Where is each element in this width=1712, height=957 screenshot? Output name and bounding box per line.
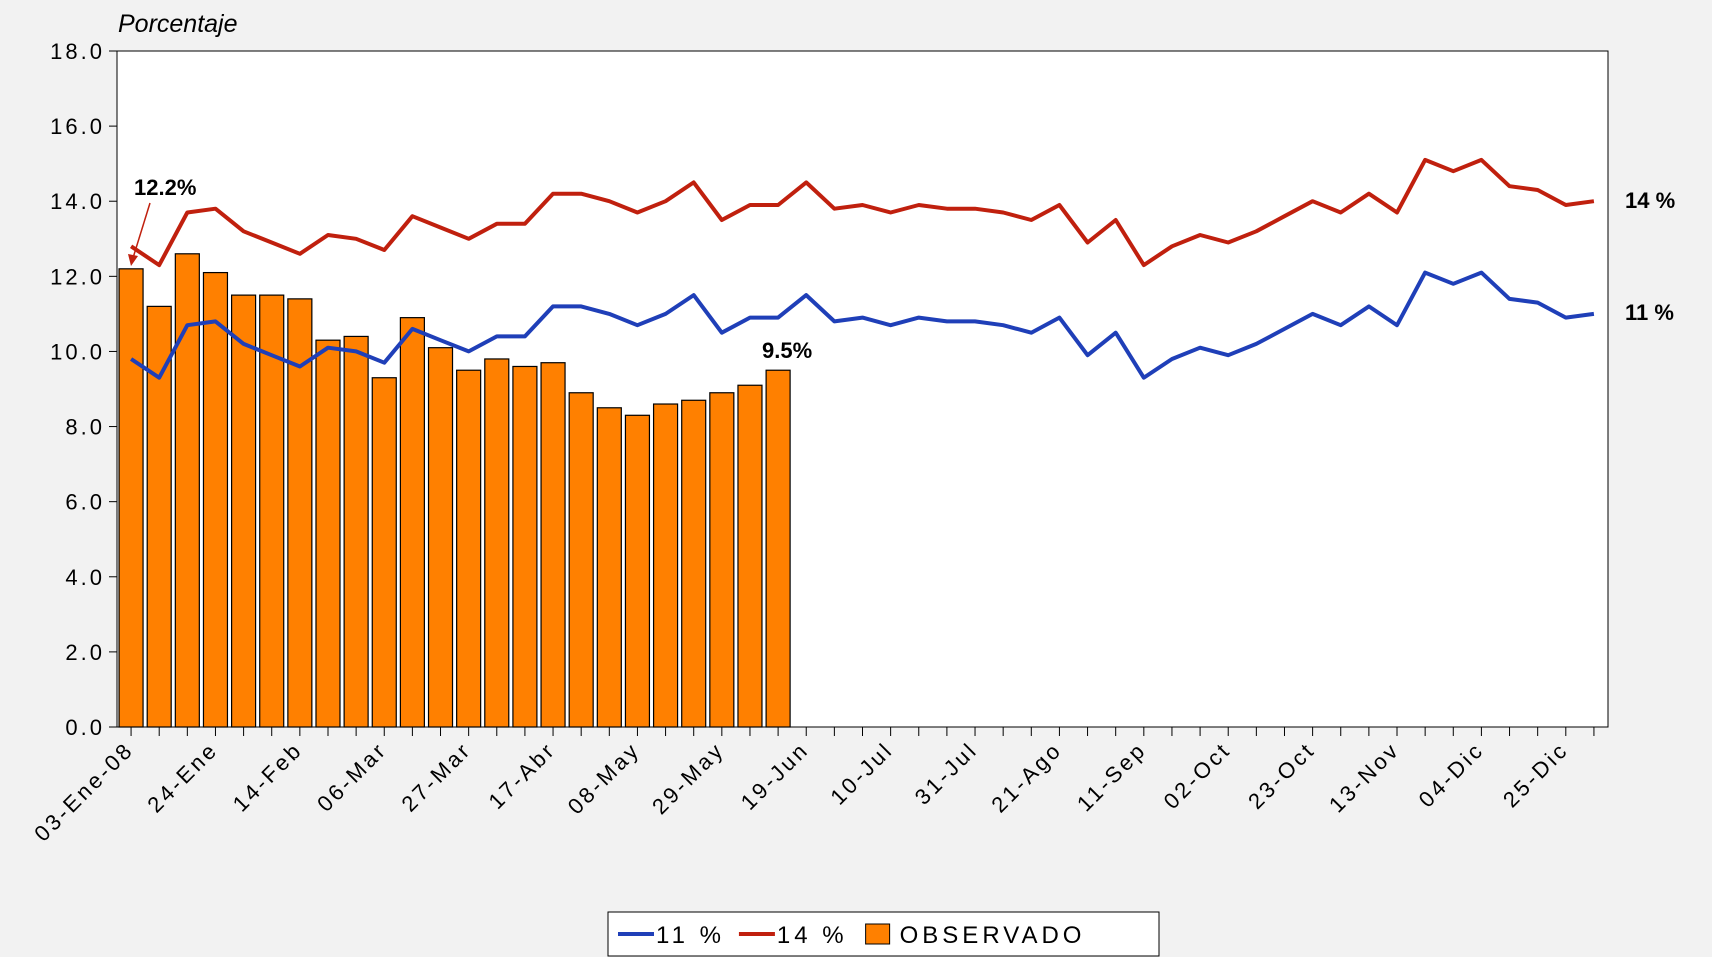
x-tick-label: 25-Dic	[1498, 737, 1573, 812]
bar	[484, 358, 510, 728]
x-tick-label: 17-Abr	[483, 737, 560, 814]
bar	[427, 347, 454, 728]
x-tick-label: 21-Ago	[986, 737, 1067, 818]
bar	[399, 317, 425, 728]
plot-area	[116, 50, 1609, 728]
x-tick-label: 03-Ene-08	[29, 737, 138, 846]
bar	[371, 377, 397, 728]
y-tick-label: 12.0	[50, 264, 105, 289]
x-tick-label: 04-Dic	[1414, 737, 1489, 812]
y-axis-title: Porcentaje	[118, 10, 238, 38]
bar	[230, 294, 257, 728]
line	[129, 270, 1595, 380]
bar	[259, 294, 285, 728]
x-tick-label: 02-Oct	[1159, 737, 1236, 814]
legend-label: 11 %	[656, 922, 725, 949]
bar	[652, 403, 679, 728]
y-tick-label: 16.0	[50, 114, 105, 139]
bar	[174, 253, 200, 728]
bar	[287, 298, 313, 728]
x-tick-label: 11-Sep	[1072, 737, 1151, 816]
x-tick-label: 27-Mar	[397, 737, 477, 817]
legend: 11 % 14 % OBSERVADO	[607, 911, 1160, 957]
y-tick-label: 2.0	[65, 640, 105, 665]
y-tick-label: 6.0	[65, 490, 105, 515]
bar	[624, 414, 651, 728]
end-label: 14 %	[1625, 188, 1675, 213]
bar	[568, 392, 594, 728]
x-tick-label: 08-May	[563, 737, 645, 819]
x-tick-label: 31-Jul	[910, 737, 983, 810]
x-tick-label: 14-Feb	[228, 737, 308, 817]
x-tick-label: 23-Oct	[1243, 737, 1320, 814]
bar	[512, 365, 538, 728]
legend-label: OBSERVADO	[900, 922, 1086, 949]
x-tick-label: 29-May	[647, 737, 729, 819]
bar	[146, 305, 172, 728]
annotation: 9.5%	[762, 338, 812, 363]
y-tick-label: 8.0	[65, 415, 105, 440]
annotation-arrowhead	[128, 254, 138, 266]
legend-label: 14 %	[777, 922, 848, 949]
bar	[202, 271, 229, 728]
annotation: 12.2%	[134, 175, 196, 200]
y-tick-label: 0.0	[65, 715, 105, 740]
bar	[118, 268, 144, 728]
bar	[709, 392, 735, 728]
bar	[343, 335, 369, 728]
legend-swatch	[865, 923, 891, 945]
bar	[737, 384, 763, 728]
x-tick-label: 24-Ene	[142, 737, 223, 818]
end-label: 11 %	[1625, 300, 1674, 325]
x-tick-label: 10-Jul	[825, 737, 898, 810]
x-tick-label: 06-Mar	[312, 737, 392, 817]
bar	[456, 369, 482, 728]
x-tick-label: 19-Jun	[736, 737, 814, 815]
x-tick-label: 13-Nov	[1324, 737, 1405, 818]
y-tick-label: 4.0	[65, 565, 105, 590]
y-tick-label: 18.0	[50, 39, 105, 64]
bar	[681, 399, 707, 728]
bar	[540, 362, 566, 728]
y-tick-label: 10.0	[50, 339, 105, 364]
bar	[765, 369, 791, 728]
y-tick-label: 14.0	[50, 189, 105, 214]
line	[129, 157, 1595, 268]
bar	[596, 407, 622, 728]
bar	[315, 339, 341, 728]
